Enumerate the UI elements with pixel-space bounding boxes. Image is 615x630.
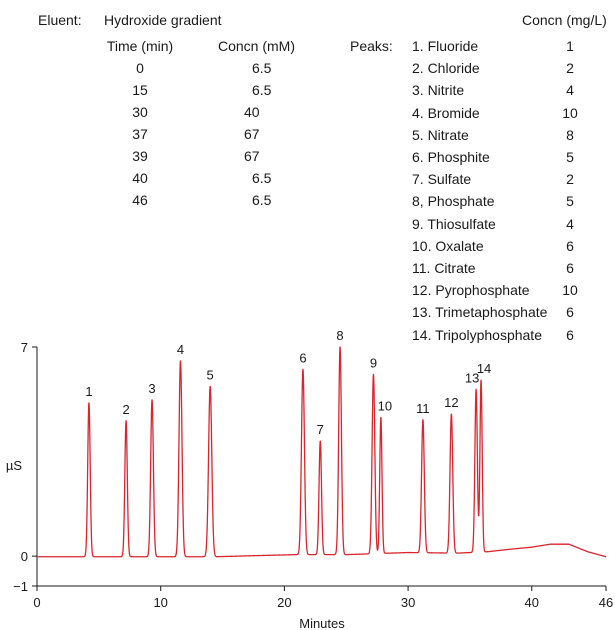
peak-concn-cell: 5	[566, 149, 574, 165]
peak-concn-cell: 6	[566, 237, 574, 254]
peak-concn-cell: 2	[566, 171, 574, 188]
eluent-name: Hydroxide gradient	[104, 12, 222, 28]
eluent-time-cell: 46	[132, 192, 148, 208]
eluent-time-header: Time (min)	[106, 38, 174, 54]
x-tick-label: 10	[153, 595, 167, 610]
chart-axes: 0 10 20 30 40 46−107	[13, 340, 613, 610]
eluent-concn-cell: 67	[244, 148, 260, 164]
eluent-concn-cell: 6.5	[252, 192, 272, 208]
x-tick-label: 46	[599, 595, 613, 610]
peak-name-cell: 12. Pyrophosphate	[412, 282, 530, 299]
x-tick-label: 0	[33, 595, 40, 610]
chromatogram-line	[36, 346, 607, 558]
peak-concn-cell: 6	[566, 326, 574, 343]
eluent-time-cell: 40	[132, 170, 148, 186]
eluent-concn-cell: 6.5	[252, 82, 272, 98]
eluent-concn-cell: 6.5	[252, 60, 272, 76]
peaks-label: Peaks:	[350, 38, 393, 54]
peak-concn-cell: 6	[566, 304, 574, 321]
peak-name-cell: 14. Tripolyphosphate	[412, 326, 542, 343]
peak-name-cell: 11. Citrate	[412, 260, 476, 276]
peak-concn-cell: 5	[566, 193, 574, 210]
peak-name-cell: 4. Bromide	[412, 104, 480, 121]
y-axis-label: µS	[6, 458, 22, 473]
x-axis-label: Minutes	[299, 616, 345, 630]
peak-name-cell: 7. Sulfate	[412, 171, 472, 188]
peak-concn-cell: 1	[566, 38, 574, 54]
peak-name-cell: 1. Fluoride	[412, 38, 479, 54]
eluent-label: Eluent:	[38, 12, 82, 28]
peak-label: 1	[85, 384, 92, 399]
peak-label: 6	[299, 350, 306, 365]
peaks-concn-header: Concn (mg/L)	[522, 12, 607, 28]
peak-concn-cell: 4	[566, 82, 574, 99]
eluent-concn-header: Concn (mM)	[218, 38, 296, 54]
peak-name-cell: 2. Chloride	[412, 60, 480, 77]
peak-name-cell: 5. Nitrate	[412, 126, 469, 143]
x-tick-label: 20	[277, 595, 291, 610]
eluent-concn-cell: 67	[244, 126, 260, 142]
eluent-time-cell: 30	[132, 104, 148, 120]
peak-label: 13	[465, 370, 479, 385]
peak-label: 4	[177, 342, 184, 357]
y-tick-label: 0	[21, 549, 28, 564]
x-tick-label: 30	[401, 595, 415, 610]
peak-name-cell: 13. Trimetaphosphate	[412, 304, 548, 321]
peak-name-cell: 6. Phosphite	[412, 149, 490, 165]
peak-label: 10	[378, 399, 392, 414]
x-tick-label: 40	[525, 595, 539, 610]
peak-label: 14	[477, 361, 491, 376]
peak-label: 11	[416, 401, 430, 416]
peak-name-cell: 8, Phosphate	[412, 193, 495, 210]
peak-name-cell: 3. Nitrite	[412, 82, 465, 99]
eluent-time-cell: 37	[132, 126, 148, 142]
peak-name-cell: 10. Oxalate	[412, 237, 484, 254]
peak-label: 7	[317, 422, 324, 437]
peak-label: 3	[148, 381, 155, 396]
peak-concn-cell: 10	[562, 104, 578, 121]
peak-concn-cell: 4	[566, 215, 574, 232]
peak-label: 8	[336, 328, 343, 343]
peak-concn-cell: 6	[566, 260, 574, 276]
peak-concn-cell: 10	[562, 282, 578, 299]
peak-label: 5	[207, 367, 214, 382]
y-tick-label: −1	[13, 579, 28, 594]
chromatogram-trace	[36, 346, 607, 558]
eluent-time-cell: 0	[136, 60, 144, 76]
y-tick-label: 7	[21, 340, 28, 355]
eluent-concn-cell: 40	[244, 104, 260, 120]
peak-concn-cell: 2	[566, 60, 574, 77]
peak-label: 9	[370, 355, 377, 370]
peak-label: 2	[122, 402, 129, 417]
eluent-concn-cell: 6.5	[252, 170, 272, 186]
peak-concn-cell: 8	[566, 126, 574, 143]
eluent-time-cell: 39	[132, 148, 148, 164]
eluent-time-cell: 15	[132, 82, 148, 98]
peak-label: 12	[444, 395, 458, 410]
peak-name-cell: 9. Thiosulfate	[412, 215, 496, 232]
